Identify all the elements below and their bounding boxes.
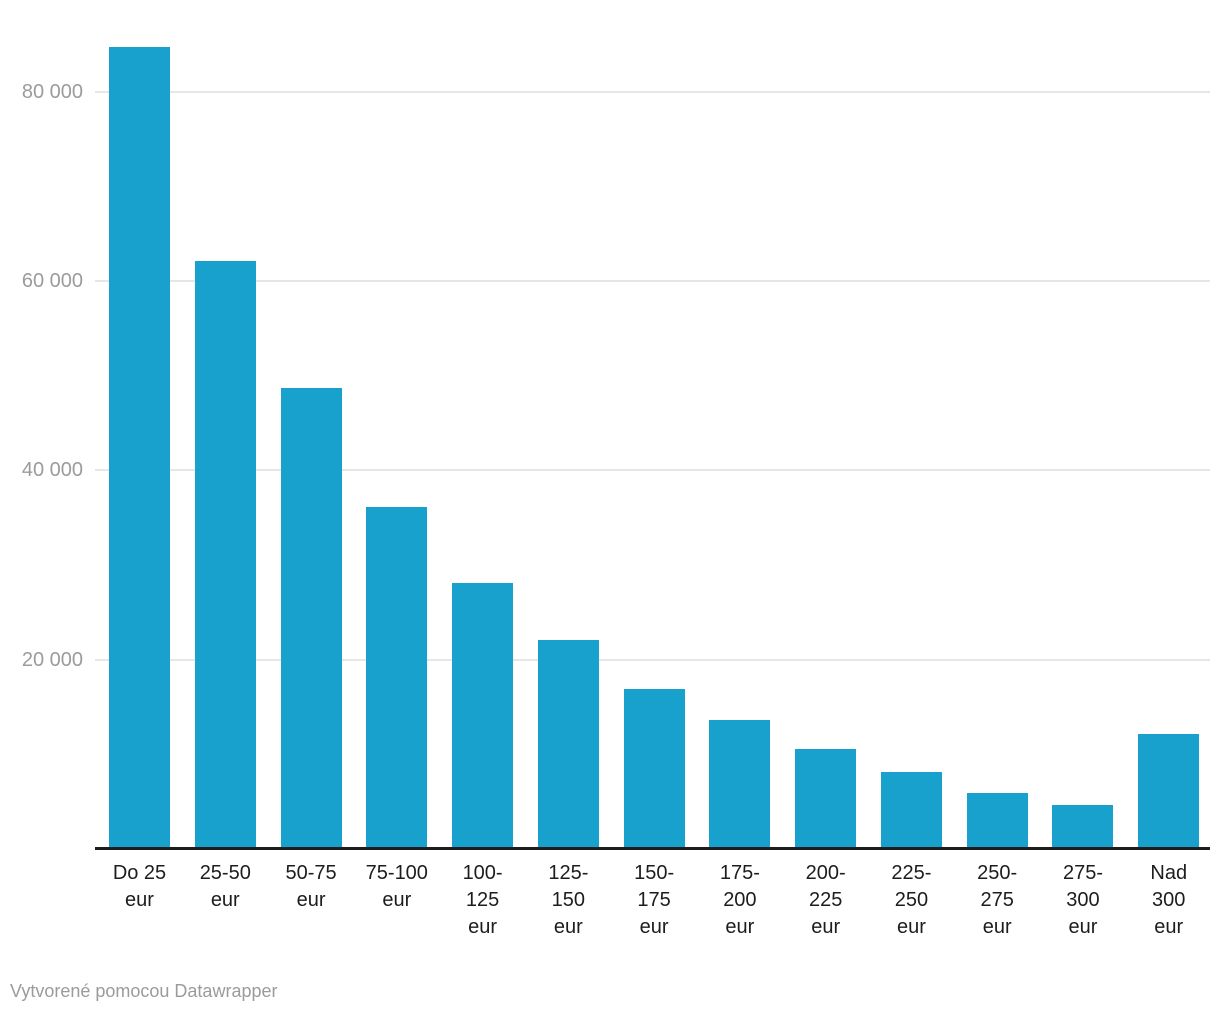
gridline	[95, 279, 1210, 282]
bar	[1052, 805, 1114, 848]
x-tick-label: 225- 250 eur	[891, 862, 932, 938]
x-tick-label: 50-75 eur	[285, 862, 337, 911]
gridline	[95, 90, 1210, 93]
bar	[880, 772, 942, 848]
x-axis-line	[95, 847, 1210, 850]
bar	[109, 46, 170, 848]
x-tick-label: Nad 300 eur	[1150, 862, 1188, 938]
attribution-text: Vytvorené pomocou Datawrapper	[10, 981, 278, 1001]
y-tick-label: 80 000	[21, 80, 83, 103]
x-tick-label: 150- 175 eur	[634, 862, 675, 938]
bar	[966, 793, 1028, 848]
x-tick-label: 275- 300 eur	[1062, 862, 1103, 938]
bar	[537, 639, 599, 848]
x-tick-label: 125- 150 eur	[548, 862, 589, 938]
bar	[1138, 734, 1200, 848]
bar	[623, 688, 685, 848]
x-tick-label: 200- 225 eur	[805, 862, 846, 938]
bar	[795, 748, 857, 848]
y-tick-label: 20 000	[21, 648, 83, 671]
bar	[194, 260, 256, 848]
bar	[280, 387, 342, 848]
x-tick-label: Do 25 eur	[112, 862, 167, 911]
bar	[452, 582, 514, 848]
x-tick-label: 175- 200 eur	[719, 862, 760, 938]
x-tick-label: 100- 125 eur	[462, 862, 503, 938]
gridline	[95, 658, 1210, 661]
x-tick-label: 250- 275 eur	[977, 862, 1018, 938]
x-tick-label: 25-50 eur	[199, 862, 251, 911]
bar	[709, 720, 771, 848]
y-tick-label: 60 000	[21, 269, 83, 292]
y-tick-label: 40 000	[21, 459, 83, 482]
gridline	[95, 469, 1210, 472]
x-tick-label: 75-100 eur	[365, 862, 428, 911]
bar	[366, 507, 428, 848]
